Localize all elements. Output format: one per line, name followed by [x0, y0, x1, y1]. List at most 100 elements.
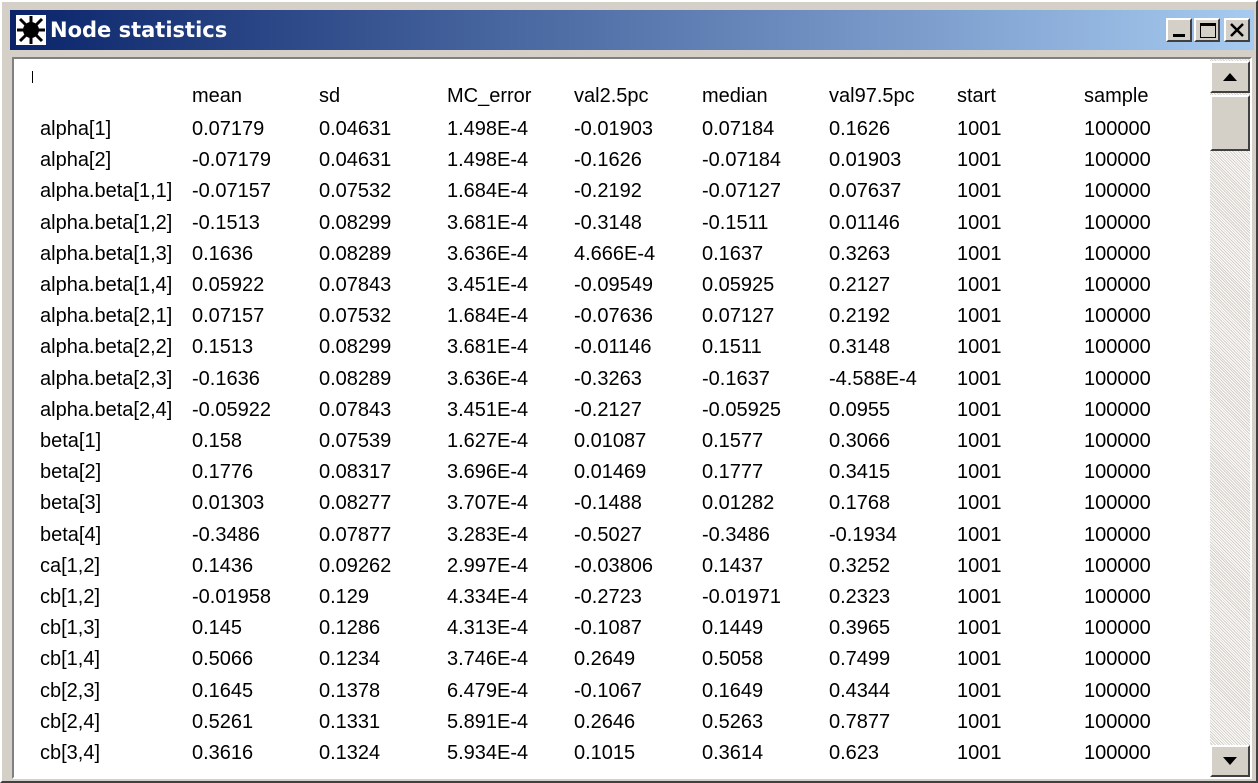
stat-value: 5.891E-4	[447, 710, 528, 734]
stat-value: 100000	[1084, 398, 1151, 422]
stat-value: 1001	[957, 585, 1002, 609]
stat-value: 1001	[957, 117, 1002, 141]
maximize-button[interactable]	[1194, 18, 1220, 42]
stat-value: -0.2127	[574, 398, 642, 422]
stat-value: 3.451E-4	[447, 273, 528, 297]
stat-value: 4.666E-4	[574, 242, 655, 266]
stat-value: 0.1449	[702, 616, 763, 640]
text-cursor	[32, 71, 33, 83]
stat-value: 3.451E-4	[447, 398, 528, 422]
window-title: Node statistics	[50, 10, 227, 50]
stat-value: 100000	[1084, 491, 1151, 515]
scroll-thumb[interactable]	[1210, 95, 1250, 151]
node-name: cb[1,4]	[40, 647, 100, 671]
vertical-scrollbar[interactable]	[1210, 59, 1250, 777]
stat-value: -0.1087	[574, 616, 642, 640]
stat-value: 0.08299	[319, 335, 391, 359]
stat-value: 0.1637	[702, 242, 763, 266]
stat-value: 0.07179	[192, 117, 264, 141]
stat-value: 0.1636	[192, 242, 253, 266]
column-header: sd	[319, 84, 340, 108]
stat-value: 0.01469	[574, 460, 646, 484]
node-name: beta[4]	[40, 523, 101, 547]
stat-value: -0.09549	[574, 273, 653, 297]
stat-value: 0.3965	[829, 616, 890, 640]
stat-value: 0.158	[192, 429, 242, 453]
node-name: cb[2,4]	[40, 710, 100, 734]
stat-value: 100000	[1084, 710, 1151, 734]
stat-value: 1001	[957, 460, 1002, 484]
scroll-up-button[interactable]	[1210, 61, 1250, 93]
stat-value: 100000	[1084, 554, 1151, 578]
stat-value: 1001	[957, 148, 1002, 172]
stat-value: -0.1488	[574, 491, 642, 515]
stat-value: 1001	[957, 242, 1002, 266]
stat-value: -0.01146	[574, 335, 651, 359]
stat-value: 0.1626	[829, 117, 890, 141]
stat-value: -0.3263	[574, 367, 642, 391]
stat-value: 100000	[1084, 585, 1151, 609]
stat-value: 0.08289	[319, 242, 391, 266]
stat-value: 0.07532	[319, 304, 391, 328]
stat-value: -0.3486	[192, 523, 260, 547]
stat-value: 0.05925	[702, 273, 774, 297]
stat-value: 1001	[957, 304, 1002, 328]
stat-value: 0.7877	[829, 710, 890, 734]
stat-value: -4.588E-4	[829, 367, 917, 391]
stat-value: 0.1234	[319, 647, 380, 671]
stat-value: 100000	[1084, 148, 1151, 172]
stat-value: -0.05925	[702, 398, 781, 422]
stat-value: 0.3263	[829, 242, 890, 266]
stat-value: 0.04631	[319, 117, 391, 141]
node-name: ca[1,2]	[40, 554, 100, 578]
scroll-down-button[interactable]	[1210, 745, 1250, 777]
stat-value: -0.5027	[574, 523, 642, 547]
stat-value: -0.01903	[574, 117, 653, 141]
column-header: start	[957, 84, 996, 108]
stat-value: 0.07532	[319, 179, 391, 203]
stat-value: 0.7499	[829, 647, 890, 671]
stat-value: 0.4344	[829, 679, 890, 703]
stat-value: 1001	[957, 647, 1002, 671]
stat-value: 0.04631	[319, 148, 391, 172]
stat-value: 0.5058	[702, 647, 763, 671]
stat-value: 0.2646	[574, 710, 635, 734]
stat-value: 100000	[1084, 304, 1151, 328]
column-header: MC_error	[447, 84, 531, 108]
stat-value: 0.1577	[702, 429, 763, 453]
stat-value: -0.07127	[702, 179, 781, 203]
stat-value: 1001	[957, 335, 1002, 359]
stat-value: 0.01903	[829, 148, 901, 172]
stat-value: 0.07539	[319, 429, 391, 453]
close-button[interactable]	[1224, 18, 1250, 42]
column-header: val2.5pc	[574, 84, 649, 108]
stat-value: 100000	[1084, 679, 1151, 703]
stat-value: 100000	[1084, 647, 1151, 671]
stat-value: 0.08299	[319, 211, 391, 235]
stat-value: 0.623	[829, 741, 879, 765]
stat-value: -0.1513	[192, 211, 260, 235]
stat-value: 100000	[1084, 335, 1151, 359]
stat-value: 0.08317	[319, 460, 391, 484]
column-header: median	[702, 84, 768, 108]
stat-value: 1.684E-4	[447, 179, 528, 203]
minimize-button[interactable]	[1166, 18, 1192, 42]
stat-value: 0.129	[319, 585, 369, 609]
stat-value: 100000	[1084, 523, 1151, 547]
stat-value: -0.1626	[574, 148, 642, 172]
stat-value: 5.934E-4	[447, 741, 528, 765]
stat-value: -0.3486	[702, 523, 770, 547]
stat-value: 0.3616	[192, 741, 253, 765]
node-name: alpha.beta[1,2]	[40, 211, 172, 235]
stat-value: 0.1777	[702, 460, 763, 484]
stat-value: -0.01971	[702, 585, 781, 609]
stat-value: 0.1649	[702, 679, 763, 703]
stat-value: -0.1511	[702, 211, 768, 235]
stat-value: 1001	[957, 741, 1002, 765]
stat-value: 0.5066	[192, 647, 253, 671]
stat-value: -0.07636	[574, 304, 653, 328]
stat-value: 0.07157	[192, 304, 264, 328]
stat-value: 0.145	[192, 616, 242, 640]
stat-value: 0.2192	[829, 304, 890, 328]
stat-value: -0.05922	[192, 398, 271, 422]
